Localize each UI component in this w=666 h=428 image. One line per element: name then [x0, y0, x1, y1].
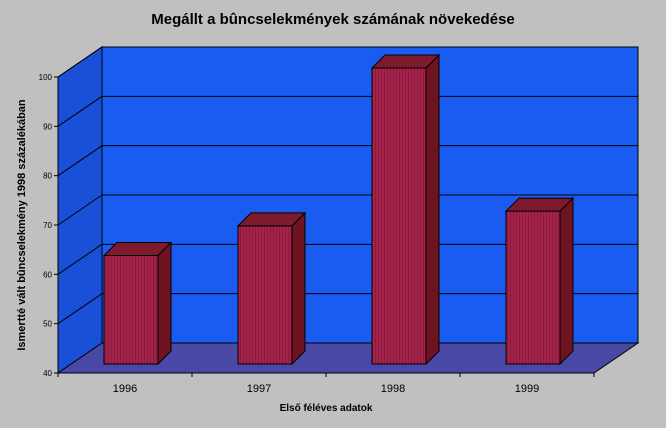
- x-tick-label: 1997: [247, 383, 271, 395]
- bar-side: [425, 53, 440, 366]
- bar-top: [504, 197, 575, 212]
- bar: [102, 241, 173, 366]
- gridline-side: [57, 46, 103, 78]
- bar-top: [102, 241, 173, 256]
- chart-title: Megállt a bûncselekmények számának növek…: [151, 11, 515, 28]
- y-tick-label: 60: [43, 270, 52, 279]
- bar-front: [505, 210, 561, 365]
- y-axis-label: Ismertté vált bûncselekmény 1998 százalé…: [16, 99, 28, 351]
- bar-side: [559, 196, 574, 366]
- bar-top: [370, 54, 441, 69]
- bar-side: [157, 241, 172, 366]
- gridline-side: [57, 194, 103, 226]
- y-tick-label: 40: [43, 369, 52, 378]
- x-tick-label: 1998: [381, 383, 405, 395]
- x-tick-label: 1999: [515, 383, 539, 395]
- axes: [54, 76, 595, 377]
- gridline-side: [57, 293, 103, 325]
- bar-front: [103, 254, 159, 365]
- bar: [370, 53, 441, 366]
- y-tick-label: 80: [43, 172, 52, 181]
- y-tick-label: 100: [39, 73, 53, 82]
- bar-front: [371, 67, 427, 365]
- gridline-side: [57, 145, 103, 177]
- x-axis-label: Első féléves adatok: [280, 403, 373, 414]
- bars: [102, 53, 575, 366]
- bar-side: [291, 211, 306, 366]
- y-tick-label: 50: [43, 320, 52, 329]
- bar: [504, 196, 575, 366]
- x-tick-labels: 1996 1997 1998 1999: [113, 383, 539, 395]
- bar-front: [237, 225, 293, 365]
- gridline-side: [57, 243, 103, 275]
- gridline-side: [57, 95, 103, 127]
- y-tick-label: 70: [43, 221, 52, 230]
- bar: [236, 211, 307, 366]
- x-tick-label: 1996: [113, 383, 137, 395]
- bar-top: [236, 212, 307, 227]
- y-tick-label: 90: [43, 122, 52, 131]
- y-tick-labels: 40 50 60 70 80 90 100: [39, 73, 53, 378]
